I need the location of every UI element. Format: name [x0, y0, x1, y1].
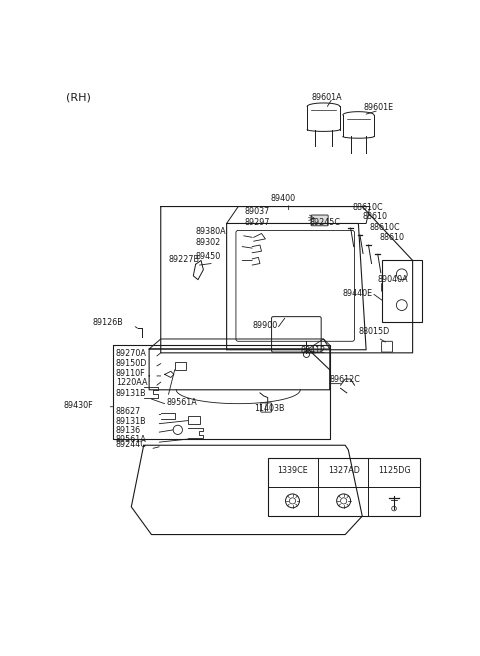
Text: 89601A: 89601A [312, 93, 343, 102]
Text: 89227B: 89227B [168, 255, 200, 264]
Text: (RH): (RH) [66, 92, 91, 102]
Text: 89270A: 89270A [116, 349, 147, 358]
Text: 89450: 89450 [196, 252, 221, 261]
Text: 89126B: 89126B [93, 318, 123, 327]
Text: 89900: 89900 [252, 321, 277, 330]
Text: 89400: 89400 [271, 194, 296, 203]
Bar [175, 362, 186, 370]
FancyBboxPatch shape [311, 215, 328, 226]
Text: 89561A: 89561A [116, 435, 146, 444]
Text: 89612C: 89612C [330, 375, 360, 384]
Text: 89302: 89302 [196, 238, 221, 247]
Text: 89601E: 89601E [364, 102, 394, 112]
Text: 1220AA: 1220AA [116, 378, 147, 387]
Text: 89131B: 89131B [116, 389, 146, 398]
Text: 88627: 88627 [116, 407, 141, 417]
Bar [188, 416, 200, 424]
Text: 89380A: 89380A [196, 227, 226, 236]
Bar [382, 260, 422, 322]
Text: 1125DG: 1125DG [378, 466, 410, 475]
Text: 1327AD: 1327AD [328, 466, 360, 475]
Text: 89440E: 89440E [343, 289, 373, 298]
Text: 89131B: 89131B [116, 417, 146, 426]
Text: 89412: 89412 [300, 346, 325, 355]
Text: 89244C: 89244C [116, 440, 147, 449]
Text: 89037: 89037 [244, 207, 270, 216]
Text: 88015D: 88015D [359, 327, 390, 337]
Text: 89245C: 89245C [310, 218, 340, 227]
Bar [268, 458, 420, 516]
Text: 1339CE: 1339CE [277, 466, 308, 475]
Text: 89110F: 89110F [116, 369, 145, 378]
Text: 11403B: 11403B [254, 404, 284, 413]
Text: 89150D: 89150D [116, 359, 147, 368]
Text: 88610C: 88610C [370, 222, 401, 232]
Text: 88610: 88610 [379, 234, 404, 243]
Text: 89430F: 89430F [63, 401, 93, 410]
Text: 89297: 89297 [244, 218, 270, 227]
Text: 89040A: 89040A [378, 275, 408, 284]
Text: 89136: 89136 [116, 426, 141, 435]
Text: 88610: 88610 [362, 212, 387, 221]
Text: 88610C: 88610C [353, 203, 384, 212]
Text: 89561A: 89561A [167, 398, 198, 407]
